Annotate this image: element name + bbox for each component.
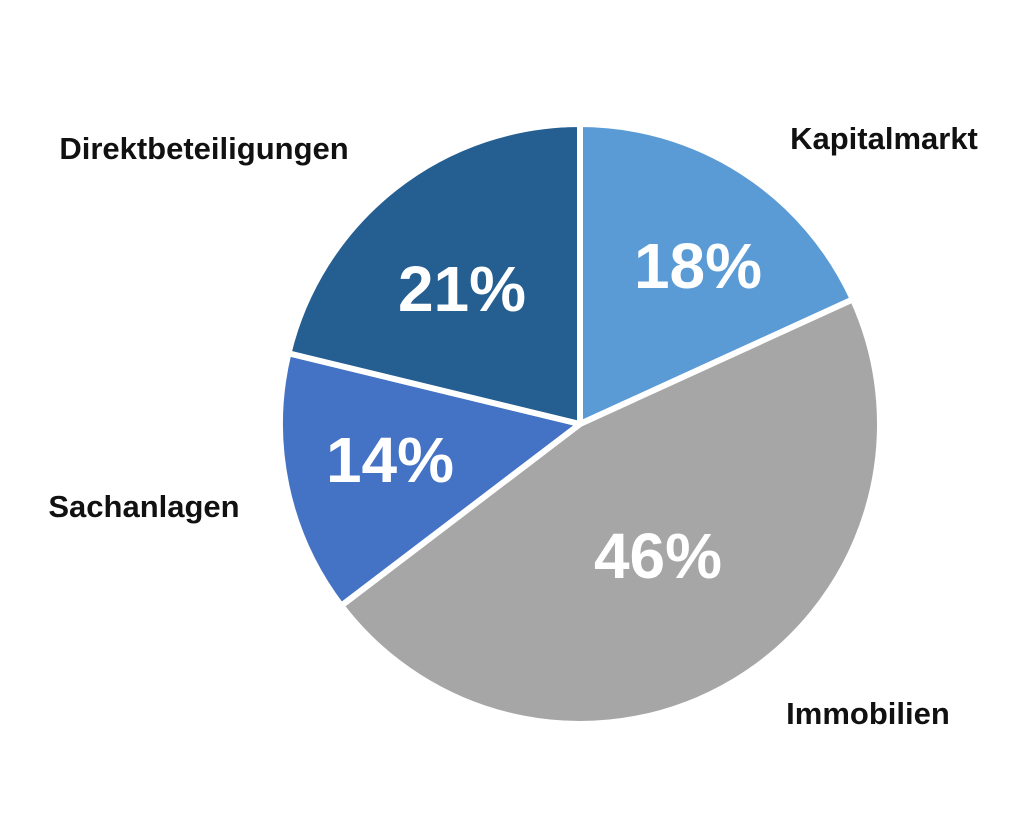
pie-slice-direktbeteiligungen [285,121,583,427]
category-label-kapitalmarkt: Kapitalmarkt [790,121,978,156]
slice-value-label-kapitalmarkt: 18% [634,230,762,302]
slice-value-label-direktbeteiligungen: 21% [398,253,526,325]
category-label-immobilien: Immobilien [786,696,950,731]
slice-value-label-sachanlagen: 14% [326,424,454,496]
pie-slice-kapitalmarkt [577,121,856,427]
pie-slice-sachanlagen [277,350,583,609]
category-label-sachanlagen: Sachanlagen [48,489,239,524]
category-label-direktbeteiligungen: Direktbeteiligungen [59,131,348,166]
pie-slice-immobilien [338,296,883,727]
slice-value-label-immobilien: 46% [594,520,722,592]
pie-slices [277,121,883,727]
